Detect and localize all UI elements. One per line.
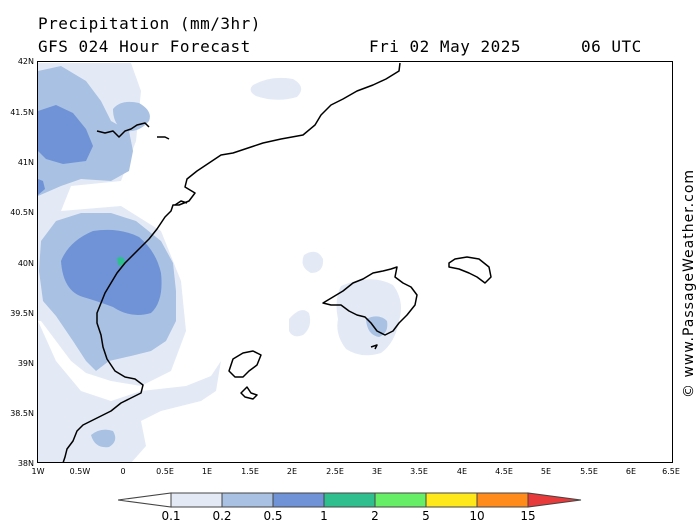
legend-swatch <box>476 492 529 508</box>
legend-label: 2 <box>371 509 379 523</box>
lon-label: 1E <box>201 467 213 476</box>
lon-label: 0.5W <box>69 467 91 476</box>
lon-label: 2.5E <box>326 467 344 476</box>
map-subtitle: GFS 024 Hour Forecast <box>38 37 251 56</box>
precipitation-map <box>38 62 492 462</box>
legend-swatch <box>118 492 172 508</box>
coastline <box>62 62 492 462</box>
lon-label: 4E <box>456 467 468 476</box>
legend-label: 5 <box>422 509 430 523</box>
lat-label: 38N <box>17 459 34 468</box>
lon-label: 6.5E <box>662 467 680 476</box>
lat-label: 40.5N <box>10 208 34 217</box>
lon-label: 5.5E <box>580 467 598 476</box>
legend-label: 10 <box>469 509 485 523</box>
map-title: Precipitation (mm/3hr) <box>38 14 261 33</box>
lon-label: 3E <box>371 467 383 476</box>
lon-label: 3.5E <box>410 467 428 476</box>
legend-label: 0.1 <box>161 509 181 523</box>
legend-swatch <box>323 492 376 508</box>
legend-label: 0.5 <box>263 509 283 523</box>
lat-label: 41.5N <box>10 108 34 117</box>
forecast-time: 06 UTC <box>581 37 642 56</box>
lat-label: 40N <box>17 259 34 268</box>
lon-label: 1W <box>31 467 45 476</box>
legend-label: 1 <box>320 509 328 523</box>
lat-label: 39.5N <box>10 309 34 318</box>
lon-label: 5E <box>540 467 552 476</box>
lon-label: 6E <box>625 467 637 476</box>
lon-label: 4.5E <box>495 467 513 476</box>
legend-swatch <box>374 492 427 508</box>
legend-swatch <box>272 492 325 508</box>
legend-swatch <box>527 492 582 508</box>
lon-label: 0.5E <box>156 467 174 476</box>
forecast-date: Fri 02 May 2025 <box>369 37 521 56</box>
precip-layer-max <box>117 257 125 266</box>
legend-label: 0.2 <box>212 509 232 523</box>
legend-label: 15 <box>520 509 536 523</box>
credit-text: © www.PassageWeather.com <box>681 168 697 398</box>
lat-label: 41N <box>17 158 34 167</box>
lat-label: 38.5N <box>10 409 34 418</box>
legend-swatch <box>425 492 478 508</box>
lat-label: 39N <box>17 359 34 368</box>
map-panel <box>37 61 673 463</box>
lon-label: 2E <box>286 467 298 476</box>
legend-swatch <box>170 492 223 508</box>
lon-label: 0 <box>120 467 126 476</box>
legend-bar <box>118 492 582 508</box>
lon-label: 1.5E <box>241 467 259 476</box>
lat-label: 42N <box>17 57 34 66</box>
legend-swatch <box>221 492 274 508</box>
